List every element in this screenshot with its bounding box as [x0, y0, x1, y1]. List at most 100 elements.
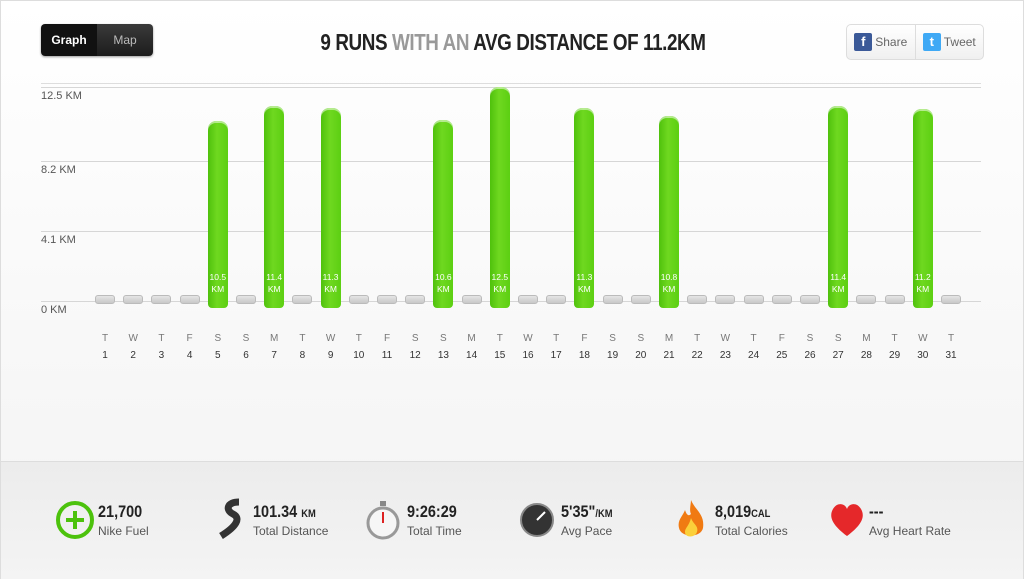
x-tick-label: 12 [409, 350, 421, 361]
weekday-label: W [720, 333, 731, 344]
weekday-label: M [270, 333, 279, 344]
weekday-label: S [214, 333, 222, 344]
stat-value: --- [869, 502, 884, 521]
weekday-label: M [862, 333, 871, 344]
view-toggle: Graph Map [41, 24, 153, 56]
weekday-label: T [553, 333, 560, 344]
stat-value: 21,700 [98, 502, 143, 521]
map-button[interactable]: Map [97, 24, 153, 56]
weekday-label: W [523, 333, 533, 344]
empty-day [461, 295, 482, 304]
bar [659, 116, 679, 308]
tweet-button[interactable]: t Tweet [914, 25, 984, 59]
empty-day [236, 295, 256, 304]
bar [264, 105, 285, 308]
facebook-icon: f [854, 33, 873, 51]
weekday-label: T [496, 333, 503, 344]
x-tick-label: 16 [522, 350, 534, 361]
share-button[interactable]: f Share [847, 25, 915, 59]
x-tick-label: 25 [776, 350, 788, 361]
weekday-label: S [637, 333, 645, 344]
x-tick-label: 15 [494, 350, 506, 361]
weekday-label: W [128, 333, 138, 344]
x-tick-label: 24 [748, 350, 760, 361]
x-tick-label: 31 [945, 350, 957, 361]
empty-day [941, 295, 961, 304]
x-tick-label: 17 [550, 350, 562, 361]
weekday-label: W [325, 333, 336, 344]
value-label: 11.4 KM [266, 272, 283, 294]
weekday-label: S [242, 333, 250, 344]
y-tick-label: 4.1 KM [41, 233, 76, 246]
y-tick-label: 12.5 KM [41, 90, 82, 102]
x-tick-label: 22 [691, 350, 703, 361]
empty-day [884, 295, 905, 304]
empty-day [743, 295, 764, 304]
x-tick-label: 1 [102, 350, 108, 361]
x-tick-label: 29 [889, 350, 901, 361]
empty-day [518, 295, 538, 304]
share-label: Share [875, 35, 908, 49]
fuel-icon [56, 501, 94, 539]
x-tick-label: 18 [578, 350, 590, 361]
title-part: AVG DISTANCE OF 11.2KM [473, 29, 706, 55]
x-tick-label: 2 [130, 350, 136, 361]
empty-day [771, 295, 792, 304]
value-label: 12.5 KM [491, 272, 509, 294]
stat-value: 101.34 KM [253, 502, 316, 522]
weekday-label: T [750, 333, 757, 344]
x-tick-label: 27 [832, 350, 844, 361]
stat-label: Total Time [407, 524, 462, 538]
value-label: 10.8 KM [660, 272, 678, 294]
empty-day [856, 295, 877, 304]
weekday-label: M [664, 333, 674, 344]
graph-button[interactable]: Graph [41, 24, 97, 56]
x-tick-label: 20 [635, 350, 647, 361]
x-tick-label: 3 [158, 350, 165, 361]
bar [489, 87, 510, 308]
x-tick-label: 7 [271, 350, 277, 361]
x-tick-label: 13 [437, 350, 449, 361]
x-tick-label: 8 [299, 350, 306, 361]
weekday-label: M [467, 333, 476, 344]
x-tick-label: 14 [466, 350, 478, 361]
weekday-label: S [806, 333, 814, 344]
empty-day [348, 295, 369, 304]
x-tick-label: 4 [186, 350, 193, 361]
title-part: WITH AN [391, 29, 470, 55]
stat-label: Total Calories [715, 524, 788, 538]
grid-line [41, 301, 981, 302]
stat-value: 8,019CAL [715, 502, 770, 522]
empty-day [151, 295, 172, 304]
value: 8,019 [715, 502, 752, 521]
weekday-label: T [891, 333, 898, 344]
grid-line [41, 230, 981, 232]
x-tick-label: 10 [353, 350, 365, 361]
bar [433, 119, 454, 308]
weekday-label: T [158, 333, 165, 344]
empty-day [95, 295, 115, 304]
bar [320, 107, 341, 308]
x-tick-label: 23 [719, 350, 731, 361]
stat-value: 5'35"/KM [561, 502, 613, 522]
x-tick-label: 9 [327, 350, 334, 361]
empty-day [687, 295, 708, 304]
title-part: 9 RUNS [320, 29, 388, 55]
stat-label: Total Distance [253, 524, 329, 538]
empty-day [292, 295, 313, 304]
x-tick-label: 28 [860, 350, 872, 361]
empty-day [546, 295, 567, 304]
x-tick-label: 26 [804, 350, 816, 361]
weekday-label: S [834, 333, 842, 344]
value-label: 11.3 KM [322, 272, 339, 294]
bar [574, 107, 595, 308]
weekday-label: W [918, 333, 928, 344]
empty-day [602, 295, 623, 304]
bar [828, 105, 849, 308]
stats-panel: 21,700 Nike Fuel 101.34 KM Total Distanc… [1, 461, 1023, 579]
twitter-icon: t [922, 33, 941, 51]
tweet-label: Tweet [943, 35, 976, 49]
value: 101.34 [253, 502, 298, 521]
bar [207, 121, 228, 308]
